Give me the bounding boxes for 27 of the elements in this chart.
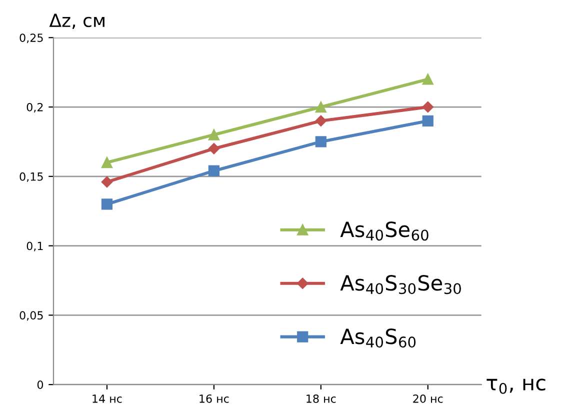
y-tick-label: 0,05: [20, 311, 43, 321]
y-tick-label: 0,2: [26, 102, 43, 113]
x-tick-label: 20 нс: [413, 394, 443, 403]
point: [315, 136, 326, 148]
y-tick-label: 0,15: [20, 172, 43, 182]
point: [208, 129, 220, 140]
x-axis-title: τ$_{0}$, нс: [486, 378, 546, 394]
x-tick-label: 18 нс: [306, 394, 336, 403]
y-axis-title: Δz, см: [49, 14, 104, 30]
point: [208, 165, 220, 176]
point: [315, 115, 327, 126]
point: [101, 156, 113, 168]
point: [101, 198, 113, 210]
y-tick-label: 0,1: [26, 242, 43, 252]
x-tick-label: 14 нс: [92, 394, 122, 403]
point: [422, 115, 434, 126]
legend-label: As$_{40}$S$_{60}$: [340, 328, 416, 348]
y-tick-label: 0: [37, 380, 44, 389]
legend-label: As$_{40}$S$_{30}$Se$_{30}$: [340, 275, 461, 294]
legend-label: As$_{40}$Se$_{60}$: [340, 222, 428, 241]
x-tick-label: 16 нс: [200, 394, 229, 403]
point: [101, 176, 113, 188]
point: [422, 101, 434, 113]
y-tick-label: 0,25: [20, 34, 43, 44]
point: [208, 143, 220, 154]
point: [315, 101, 326, 113]
point: [422, 74, 434, 85]
